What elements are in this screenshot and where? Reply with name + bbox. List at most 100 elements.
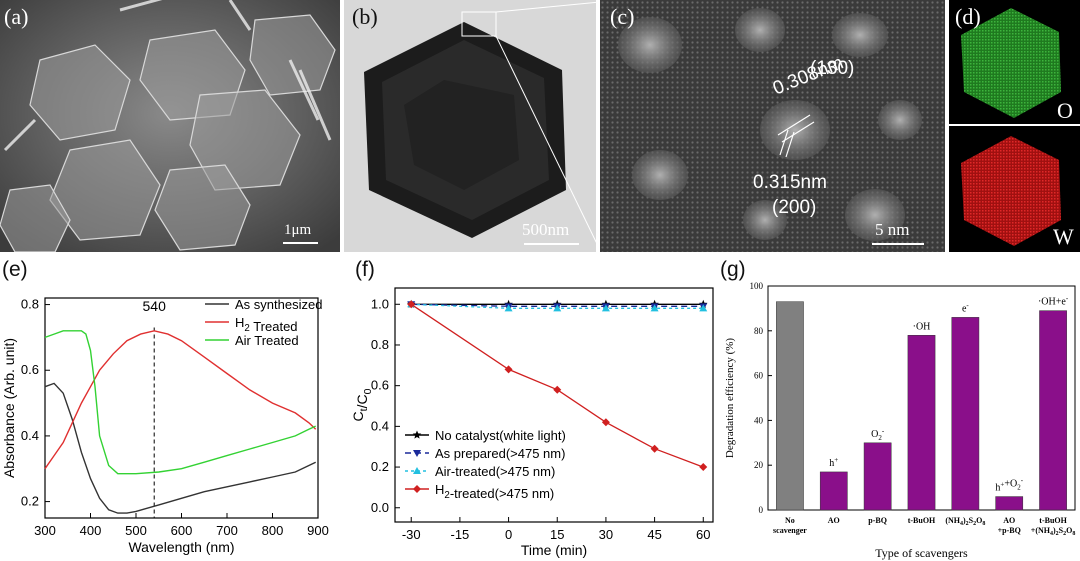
panel-label-g: (g): [720, 258, 746, 281]
x-axis-title: Type of scavengers: [875, 546, 968, 560]
data-point: [650, 444, 659, 453]
legend-marker: [413, 450, 421, 457]
x-tick-label: 60: [696, 527, 710, 542]
bar-label-4: e-: [962, 301, 969, 314]
y-tick-label: 0.8: [21, 297, 39, 312]
y-tick-label: 0.6: [371, 378, 389, 393]
legend-marker: [412, 430, 422, 439]
hrtem-image: [600, 0, 945, 252]
x-tick-label: 300: [34, 523, 56, 538]
legend-label: Air-treated(>475 nm): [435, 464, 555, 479]
bar-5: [995, 496, 1024, 511]
y-tick-label: 0.0: [371, 500, 389, 515]
legend-label: Air Treated: [235, 333, 299, 348]
category-label: scavenger: [773, 526, 807, 535]
panel-label-a: (a): [4, 4, 29, 29]
element-label-o: O: [1057, 98, 1073, 123]
hrtem-scale-bar: [872, 243, 924, 245]
panel-label-f: (f): [355, 258, 375, 281]
x-tick-label: 400: [80, 523, 102, 538]
plot-frame: [394, 287, 714, 523]
series-line-0: [44, 382, 317, 514]
series-line-2: [411, 303, 704, 309]
bar-label-2: O2-: [871, 427, 885, 442]
x-tick-label: 30: [599, 527, 613, 542]
legend-label: H2-treated(>475 nm): [435, 482, 554, 501]
category-label: t-BuOH: [908, 516, 936, 525]
x-tick-label: 800: [262, 523, 284, 538]
data-point: [601, 304, 610, 312]
hrtem-scale-label: 5 nm: [875, 220, 910, 239]
category-label: AO: [828, 516, 840, 525]
panel-label-b: (b): [352, 4, 378, 29]
category-label: p-BQ: [868, 516, 887, 525]
x-tick-label: 900: [307, 523, 329, 538]
scavenger-bar-chart: 0 20 40 60 80 100 Degradation efficiency (%) Ty…: [724, 281, 1076, 560]
series-line-1: [44, 330, 317, 470]
panel-label-c: (c): [610, 4, 635, 29]
y-tick-label: 0.2: [21, 494, 39, 509]
data-point: [504, 304, 513, 312]
tem-scale-label: 500nm: [522, 220, 570, 239]
lattice-spacing-315: 0.315nm: [753, 172, 827, 193]
series-line-1: [411, 303, 704, 307]
bar-label-5: h++O2-: [995, 477, 1023, 494]
y-tick-label: 0.8: [371, 337, 389, 352]
panel-label-d: (d): [955, 4, 981, 29]
data-point: [504, 365, 513, 374]
y-tick-label: 0.6: [21, 362, 39, 377]
legend-label: H2 Treated: [235, 315, 298, 334]
data-point: [699, 304, 708, 312]
category-label: (NH4)2S2O8: [945, 516, 985, 527]
legend-marker: [413, 485, 421, 493]
legend-label: As prepared(>475 nm): [435, 446, 565, 461]
y-tick-label: 20: [754, 460, 764, 470]
bar-label-6: ·OH+e-: [1038, 295, 1069, 308]
y-axis-title: Absorbance (Arb. unit): [1, 338, 17, 478]
lattice-plane-200: (200): [772, 197, 817, 218]
bar-label-3: ·OH: [913, 321, 931, 332]
peak-label: 540: [143, 298, 167, 314]
bar-3: [907, 335, 936, 511]
panel-label-e: (e): [2, 258, 28, 281]
lattice-plane-130: (130): [810, 58, 855, 79]
absorbance-chart: 300 400 500 600 700 800 900 0.2 0.4 0.6 0.8 Wavelen…: [1, 297, 329, 555]
y-tick-label: 0.4: [21, 428, 39, 443]
eds-map-oxygen: (d) O: [949, 0, 1080, 124]
data-point: [553, 385, 562, 394]
y-tick-label: 40: [754, 415, 764, 425]
x-tick-label: 600: [171, 523, 193, 538]
bar-1: [819, 471, 848, 511]
data-point: [601, 418, 610, 427]
data-point: [407, 300, 416, 309]
category-label: +(NH4)2S2O8: [1031, 526, 1076, 537]
sem-scale-label: 1μm: [284, 222, 312, 238]
x-tick-label: -15: [450, 527, 469, 542]
sem-image: [0, 0, 340, 252]
category-label: AO: [1003, 516, 1015, 525]
x-tick-label: 15: [550, 527, 564, 542]
data-point: [699, 463, 708, 472]
sem-scale-bar: [283, 242, 318, 244]
x-axis-title: Time (min): [521, 542, 587, 558]
x-tick-label: 0: [505, 527, 512, 542]
y-tick-label: 0.2: [371, 459, 389, 474]
oxygen-map-image: [961, 8, 1061, 118]
x-tick-label: 500: [125, 523, 147, 538]
data-point: [650, 304, 659, 312]
y-axis-title: Ct/C0: [350, 388, 374, 421]
y-tick-label: 100: [750, 281, 764, 291]
legend-marker: [413, 467, 421, 474]
y-tick-label: 0: [759, 505, 764, 515]
bar-6: [1039, 310, 1067, 511]
y-tick-label: 80: [754, 326, 764, 336]
degradation-kinetics-chart: -30 -15 0 15 30 45 60 0.0 0.2 0.4 0.6 0.8 1.0 Time (m…: [350, 287, 714, 558]
element-label-w: W: [1053, 224, 1074, 249]
legend-label: No catalyst(white light): [435, 428, 566, 443]
category-label: t-BuOH: [1039, 516, 1067, 525]
y-tick-label: 0.4: [371, 418, 389, 433]
x-tick-label: 700: [216, 523, 238, 538]
category-label: +p-BQ: [998, 526, 1021, 535]
bar-2: [863, 442, 892, 511]
series-line-2: [44, 330, 316, 475]
